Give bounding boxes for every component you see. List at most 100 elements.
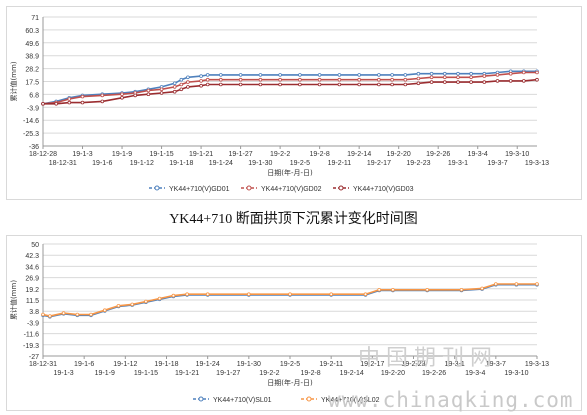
y-tick-label: 50 xyxy=(31,242,39,249)
x-tick-label: 18-12-31 xyxy=(49,160,77,167)
x-tick-label: 19-1-15 xyxy=(134,370,158,377)
legend-marker xyxy=(246,185,252,191)
data-point xyxy=(390,73,394,77)
data-point xyxy=(219,82,223,87)
data-point xyxy=(298,73,302,77)
data-point xyxy=(186,80,190,84)
data-point xyxy=(80,94,85,99)
x-tick-label: 19-1-27 xyxy=(229,151,253,158)
x-tick-label: 19-2-23 xyxy=(401,361,425,368)
x-tick-label: 19-2-20 xyxy=(381,370,405,377)
data-point xyxy=(146,88,151,93)
x-tick-label: 19-1-12 xyxy=(113,361,137,368)
x-tick-label: 19-3-10 xyxy=(505,151,529,158)
data-point xyxy=(357,77,362,82)
data-point xyxy=(171,293,176,298)
chart-panel-top: 71 60.3 49.6 38.9 28.2 17.5 6.8 -3.9 -14.6 -25.3 -… xyxy=(6,6,582,200)
chart-caption: YK44+710 断面拱顶下沉累计变化时间图 xyxy=(169,212,418,227)
y-tick-label: -19.3 xyxy=(23,343,39,350)
data-point xyxy=(482,80,487,84)
data-point xyxy=(159,87,164,92)
data-point xyxy=(41,312,45,317)
y-tick-label: 38.9 xyxy=(25,54,39,61)
data-point xyxy=(205,73,210,77)
legend-marker xyxy=(306,396,312,402)
x-tick-label: 19-3-10 xyxy=(504,370,528,377)
data-point xyxy=(186,75,190,80)
data-point xyxy=(429,80,434,84)
x-tick-label: 19-2-11 xyxy=(319,361,343,368)
data-point xyxy=(521,70,526,75)
data-point xyxy=(514,282,519,286)
data-point xyxy=(75,312,80,317)
y-tick-label: -14.6 xyxy=(23,118,39,125)
data-point xyxy=(199,79,203,83)
data-point xyxy=(317,77,322,82)
data-point xyxy=(179,82,184,87)
data-point xyxy=(199,83,203,88)
data-point xyxy=(429,71,434,76)
data-point xyxy=(48,314,52,318)
data-point xyxy=(391,287,395,292)
y-tick-label: 34.6 xyxy=(25,264,39,271)
data-point xyxy=(298,77,302,82)
legend-label: YK44+710(V)GD01 xyxy=(169,186,230,193)
y-axis-title: 累计值(mm) xyxy=(9,280,18,320)
x-tick-label: 19-3-4 xyxy=(465,370,485,377)
y-tick-label: 6.8 xyxy=(29,92,39,99)
data-point xyxy=(442,80,447,84)
data-point xyxy=(146,92,151,96)
data-point xyxy=(403,73,408,77)
x-tick-label: 19-1-18 xyxy=(154,361,178,368)
data-point xyxy=(493,282,498,286)
y-tick-label: -3.9 xyxy=(27,105,39,112)
y-tick-label: 26.9 xyxy=(25,276,39,283)
x-tick-label: 19-2-26 xyxy=(422,370,446,377)
data-point xyxy=(535,77,539,82)
y-tick-label: -3.9 xyxy=(27,320,39,327)
x-tick-label: 19-1-30 xyxy=(237,361,261,368)
data-point xyxy=(459,287,464,292)
x-tick-label: 19-2-17 xyxy=(367,160,391,167)
chart-bottom: 50 42.3 34.6 26.9 19.2 11.5 3.8 -3.9 -11.6 -19.3 -… xyxy=(9,242,549,404)
x-tick-label: 19-3-13 xyxy=(525,160,549,167)
x-tick-label: 19-1-3 xyxy=(72,151,92,158)
data-point xyxy=(416,76,421,81)
y-tick-label: 3.8 xyxy=(29,309,39,316)
x-tick-label: 19-2-8 xyxy=(310,151,330,158)
data-point xyxy=(120,92,124,96)
data-point xyxy=(456,75,460,80)
data-point xyxy=(179,87,184,92)
data-point xyxy=(172,81,177,86)
y-tick-label: 71 xyxy=(31,15,39,22)
y-tick-label: 11.5 xyxy=(26,298,39,305)
data-point xyxy=(238,77,243,82)
x-axis-title: 日期(年-月-日) xyxy=(267,378,313,387)
data-point xyxy=(298,82,302,87)
data-point xyxy=(238,73,243,77)
data-point xyxy=(377,287,382,292)
data-point xyxy=(495,79,500,83)
legend-marker xyxy=(154,185,160,191)
y-tick-label: 28.2 xyxy=(25,67,39,74)
legend-label: YK44+710(V)GD03 xyxy=(353,186,414,193)
data-point xyxy=(199,74,203,78)
data-point xyxy=(219,73,223,77)
data-point xyxy=(390,82,394,87)
data-point xyxy=(103,308,107,312)
x-tick-label: 19-2-20 xyxy=(387,151,411,158)
x-tick-label: 19-3-13 xyxy=(525,361,549,368)
data-point xyxy=(403,82,408,87)
watermark-text: 中国期刊网 xyxy=(358,346,499,371)
data-point xyxy=(329,292,334,296)
data-point xyxy=(480,286,484,291)
data-point xyxy=(67,100,72,105)
x-tick-label: 19-1-24 xyxy=(209,160,233,167)
x-tick-label: 19-2-14 xyxy=(347,151,371,158)
x-tick-label: 19-1-6 xyxy=(74,361,94,368)
data-point xyxy=(508,79,513,83)
x-tick-label: 19-2-26 xyxy=(426,151,450,158)
data-point xyxy=(186,85,190,89)
data-point xyxy=(416,81,421,86)
watermark-url: www.chinaqking.com xyxy=(328,388,574,412)
